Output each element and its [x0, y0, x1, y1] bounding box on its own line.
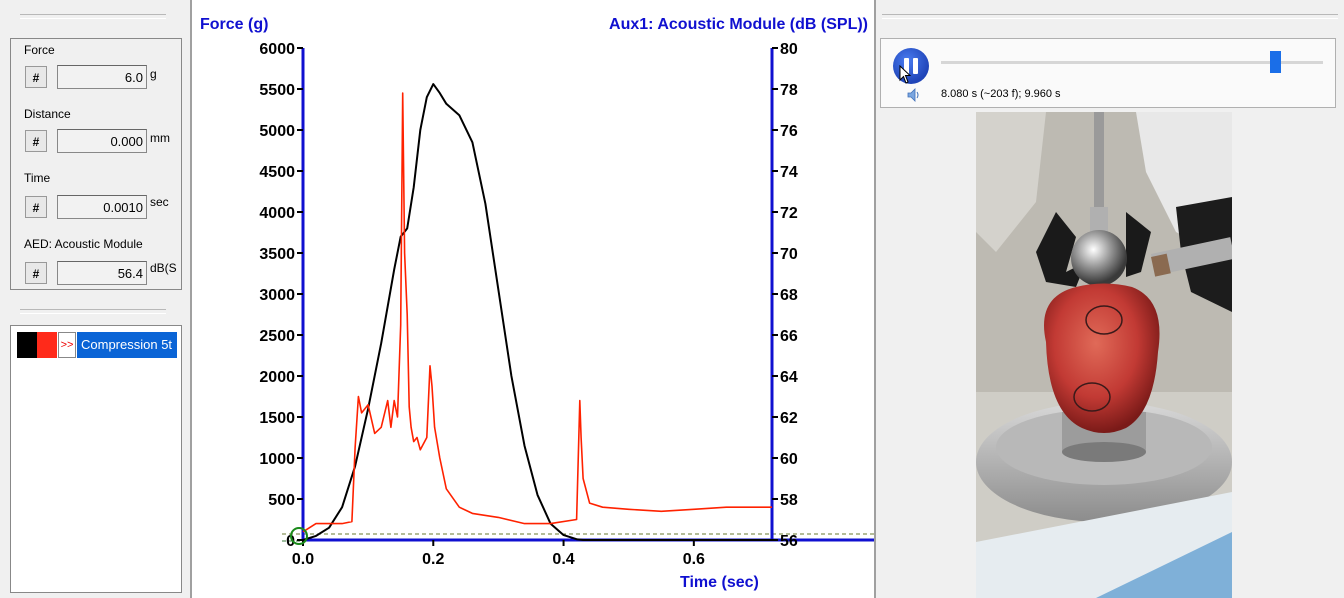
seek-slider-thumb[interactable] [1270, 51, 1281, 73]
x-axis-title: Time (sec) [680, 574, 759, 592]
force-series-line [303, 84, 772, 540]
left-y-tick-label: 5000 [259, 123, 295, 140]
expand-arrows-icon[interactable]: >> [58, 332, 76, 358]
x-tick-label: 0.4 [552, 551, 574, 568]
panel-grip[interactable] [20, 309, 166, 314]
x-tick-label: 0.0 [292, 551, 314, 568]
left-y-tick-label: 6000 [259, 41, 295, 58]
distance-value: 0.000 [57, 129, 147, 153]
force-color-swatch [17, 332, 37, 358]
right-y-tick-label: 80 [780, 41, 798, 58]
readouts-box: Force # 6.0 g Distance # 0.000 mm Time #… [10, 38, 182, 290]
distance-label: Distance [24, 107, 71, 121]
test-list-panel: >> Compression 5t [0, 297, 186, 598]
acoustic-series-line [303, 93, 772, 532]
left-y-tick-label: 2500 [259, 328, 295, 345]
force-unit: g [150, 67, 157, 81]
speaker-icon[interactable] [907, 88, 921, 102]
force-label: Force [24, 43, 55, 57]
distance-unit: mm [150, 131, 170, 145]
force-time-chart[interactable]: 0500100015002000250030003500400045005000… [192, 0, 874, 598]
right-y-tick-label: 64 [780, 369, 798, 386]
acoustic-value: 56.4 [57, 261, 147, 285]
list-item[interactable]: >> Compression 5t [17, 332, 181, 358]
video-controls: 8.080 s (~203 f); 9.960 s [880, 38, 1336, 108]
compression-test-image [976, 112, 1232, 598]
right-y-tick-label: 58 [780, 492, 798, 509]
acoustic-color-swatch [37, 332, 57, 358]
left-y-tick-label: 2000 [259, 369, 295, 386]
test-name[interactable]: Compression 5t [77, 332, 177, 358]
force-hash-button[interactable]: # [25, 66, 47, 88]
time-unit: sec [150, 195, 169, 209]
test-list: >> Compression 5t [10, 325, 182, 593]
mouse-cursor-icon [899, 65, 913, 85]
left-y-tick-label: 4000 [259, 205, 295, 222]
panel-grip[interactable] [20, 14, 166, 19]
left-y-tick-label: 3000 [259, 287, 295, 304]
right-y-tick-label: 78 [780, 82, 798, 99]
acoustic-label: AED: Acoustic Module [24, 237, 143, 251]
left-y-tick-label: 500 [268, 492, 295, 509]
time-hash-button[interactable]: # [25, 196, 47, 218]
seek-slider[interactable] [941, 61, 1323, 64]
left-y-tick-label: 4500 [259, 164, 295, 181]
left-y-tick-label: 1500 [259, 410, 295, 427]
right-y-tick-label: 62 [780, 410, 798, 427]
time-label: Time [24, 171, 50, 185]
acoustic-unit: dB(S [150, 261, 180, 275]
panel-grip[interactable] [882, 14, 1338, 19]
right-y-tick-label: 74 [780, 164, 798, 181]
playback-time: 8.080 s (~203 f); 9.960 s [941, 88, 1061, 100]
right-y-tick-label: 60 [780, 451, 798, 468]
readouts-panel: Force # 6.0 g Distance # 0.000 mm Time #… [0, 0, 186, 297]
right-y-tick-label: 72 [780, 205, 798, 222]
left-y-tick-label: 3500 [259, 246, 295, 263]
video-frame[interactable] [976, 112, 1232, 598]
right-y-tick-label: 56 [780, 533, 798, 550]
x-tick-label: 0.2 [422, 551, 444, 568]
left-y-tick-label: 5500 [259, 82, 295, 99]
right-y-tick-label: 68 [780, 287, 798, 304]
force-value: 6.0 [57, 65, 147, 89]
left-y-tick-label: 1000 [259, 451, 295, 468]
distance-hash-button[interactable]: # [25, 130, 47, 152]
video-panel: 8.080 s (~203 f); 9.960 s [876, 0, 1344, 598]
right-y-tick-label: 76 [780, 123, 798, 140]
acoustic-hash-button[interactable]: # [25, 262, 47, 284]
x-tick-label: 0.6 [683, 551, 705, 568]
right-y-tick-label: 66 [780, 328, 798, 345]
right-y-tick-label: 70 [780, 246, 798, 263]
time-value: 0.0010 [57, 195, 147, 219]
graph-panel[interactable]: Force (g) Aux1: Acoustic Module (dB (SPL… [190, 0, 876, 598]
